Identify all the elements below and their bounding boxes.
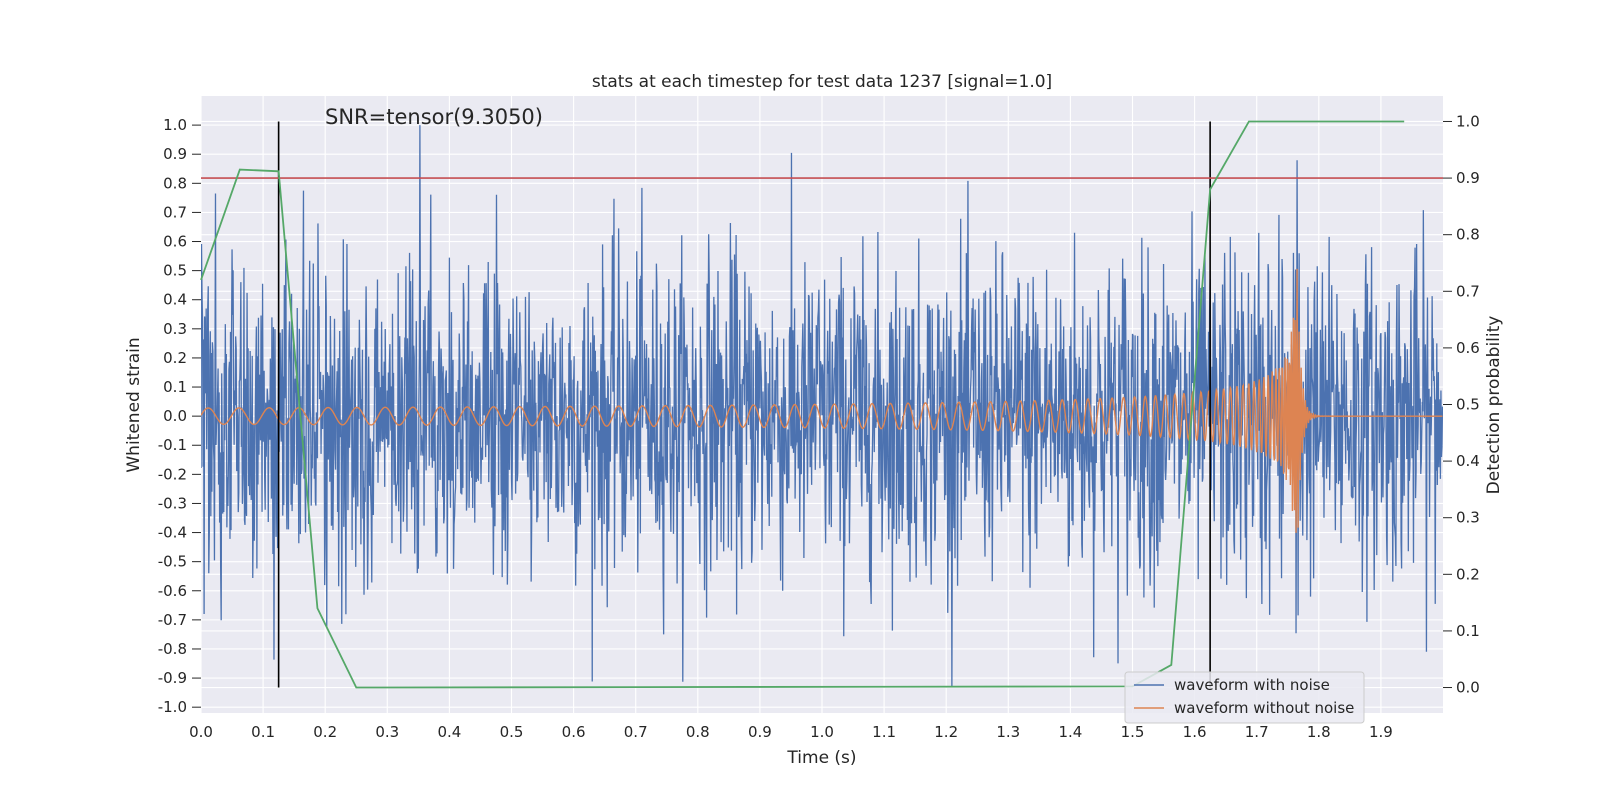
y-left-tick-11: 0.1 <box>163 378 187 396</box>
y-right-tick-5: 0.5 <box>1456 396 1480 414</box>
y-left-tick-14: 0.4 <box>163 291 187 309</box>
x-tick-2: 0.2 <box>313 723 337 741</box>
x-axis-label: Time (s) <box>786 748 856 768</box>
x-tick-18: 1.8 <box>1307 723 1331 741</box>
y-left-tick-5: -0.5 <box>158 553 187 571</box>
y-left-tick-8: -0.2 <box>158 465 187 483</box>
y-left-tick-19: 0.9 <box>163 145 187 163</box>
noise-waveform-line <box>201 125 1443 687</box>
x-tick-9: 0.9 <box>748 723 772 741</box>
x-tick-0: 0.0 <box>189 723 213 741</box>
x-tick-13: 1.3 <box>996 723 1020 741</box>
x-tick-12: 1.2 <box>934 723 958 741</box>
vertical-markers <box>277 121 1211 688</box>
series-waveform-with-noise <box>201 125 1443 687</box>
x-tick-15: 1.5 <box>1121 723 1145 741</box>
y-left-tick-9: -0.1 <box>158 436 187 454</box>
legend-label-noise: waveform with noise <box>1174 676 1330 694</box>
legend: waveform with noise waveform without noi… <box>1124 671 1365 724</box>
x-tick-16: 1.6 <box>1183 723 1207 741</box>
y-left-tick-6: -0.4 <box>158 524 187 542</box>
y-left-tick-12: 0.2 <box>163 349 187 367</box>
detection-probability-line <box>200 120 1405 689</box>
y-right-tick-2: 0.2 <box>1456 565 1480 583</box>
chart-title: stats at each timestep for test data 123… <box>592 72 1052 92</box>
x-tick-14: 1.4 <box>1058 723 1082 741</box>
x-tick-19: 1.9 <box>1369 723 1393 741</box>
y-right-tick-9: 0.9 <box>1456 169 1480 187</box>
y-right-tick-4: 0.4 <box>1456 452 1480 470</box>
x-tick-labels: 0.0 0.1 0.2 0.3 0.4 0.5 0.6 0.7 0.8 0.9 1.0 1.1 1.2 1… <box>189 723 1393 741</box>
x-tick-3: 0.3 <box>375 723 399 741</box>
x-tick-17: 1.7 <box>1245 723 1269 741</box>
series-detection-probability <box>200 120 1405 689</box>
clean-waveform-line <box>201 268 1443 533</box>
y-left-tick-4: -0.6 <box>158 582 187 600</box>
y-left-tick-1: -0.9 <box>158 669 187 687</box>
y-left-tick-2: -0.8 <box>158 640 187 658</box>
y-left-tick-10: 0.0 <box>163 407 187 425</box>
y-right-tick-6: 0.6 <box>1456 339 1480 357</box>
x-tick-8: 0.8 <box>686 723 710 741</box>
legend-label-clean: waveform without noise <box>1174 699 1354 717</box>
y-right-tick-10: 1.0 <box>1456 112 1480 130</box>
y-right-tick-3: 0.3 <box>1456 509 1480 527</box>
x-tick-7: 0.7 <box>624 723 648 741</box>
y-left-tick-17: 0.7 <box>163 203 187 221</box>
y-left-tick-15: 0.5 <box>163 262 187 280</box>
snr-annotation: SNR=tensor(9.3050) <box>325 105 543 129</box>
y-left-tick-3: -0.7 <box>158 611 187 629</box>
y-right-tick-0: 0.0 <box>1456 679 1480 697</box>
y-left-tick-0: -1.0 <box>158 698 187 716</box>
x-tick-6: 0.6 <box>562 723 586 741</box>
y-left-tick-labels: -1.0 -0.9 -0.8 -0.7 -0.6 -0.5 -0.4 -0.3 -0.2 -0.1… <box>158 116 201 716</box>
x-tick-1: 0.1 <box>251 723 275 741</box>
y-left-axis-label: Whitened strain <box>124 337 144 472</box>
y-left-tick-13: 0.3 <box>163 320 187 338</box>
y-left-tick-18: 0.8 <box>163 174 187 192</box>
y-left-tick-7: -0.3 <box>158 494 187 512</box>
legend-box <box>1124 671 1365 724</box>
x-tick-4: 0.4 <box>437 723 461 741</box>
y-left-tick-16: 0.6 <box>163 233 187 251</box>
x-tick-11: 1.1 <box>872 723 896 741</box>
series-waveform-without-noise <box>201 268 1443 533</box>
x-tick-10: 1.0 <box>810 723 834 741</box>
y-left-tick-20: 1.0 <box>163 116 187 134</box>
x-tick-5: 0.5 <box>500 723 524 741</box>
y-right-axis-label: Detection probability <box>1484 316 1504 495</box>
y-right-tick-1: 0.1 <box>1456 622 1480 640</box>
y-right-tick-labels: 0.0 0.1 0.2 0.3 0.4 0.5 0.6 0.7 0.8 0.9 1.0 <box>1443 112 1480 697</box>
y-right-tick-7: 0.7 <box>1456 282 1480 300</box>
y-right-tick-8: 0.8 <box>1456 226 1480 244</box>
